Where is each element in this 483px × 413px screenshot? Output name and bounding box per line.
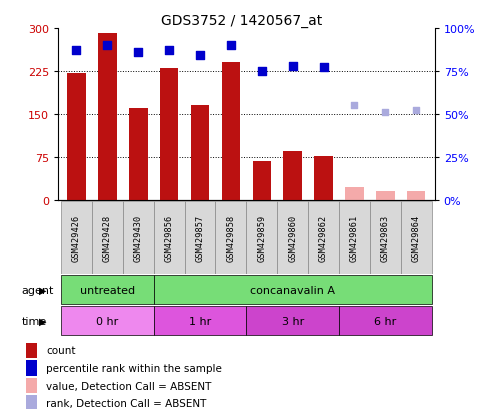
- Text: GSM429426: GSM429426: [72, 215, 81, 262]
- Bar: [61, 202, 92, 275]
- Bar: [370, 202, 401, 275]
- Text: concanavalin A: concanavalin A: [250, 285, 335, 295]
- Bar: [154, 306, 246, 336]
- Point: [72, 48, 80, 55]
- Text: GSM429859: GSM429859: [257, 215, 266, 262]
- Bar: [246, 202, 277, 275]
- Text: count: count: [46, 346, 75, 356]
- Text: time: time: [22, 316, 47, 326]
- Bar: [61, 275, 154, 305]
- Text: ▶: ▶: [39, 285, 46, 295]
- Point: [165, 48, 173, 55]
- Text: GSM429860: GSM429860: [288, 215, 297, 262]
- Bar: [67, 74, 86, 200]
- Text: GSM429430: GSM429430: [134, 215, 143, 262]
- Text: GSM429861: GSM429861: [350, 215, 359, 262]
- Bar: [191, 106, 209, 200]
- Point: [412, 108, 420, 114]
- Bar: [154, 202, 185, 275]
- Text: untreated: untreated: [80, 285, 135, 295]
- Bar: [339, 306, 432, 336]
- Bar: [401, 202, 432, 275]
- Text: rank, Detection Call = ABSENT: rank, Detection Call = ABSENT: [46, 398, 206, 408]
- Bar: [26, 378, 37, 394]
- Text: 0 hr: 0 hr: [96, 316, 118, 326]
- Bar: [308, 202, 339, 275]
- Text: GSM429864: GSM429864: [412, 215, 421, 262]
- Point: [134, 50, 142, 56]
- Bar: [407, 192, 426, 200]
- Text: GSM429856: GSM429856: [165, 215, 173, 262]
- Bar: [222, 63, 240, 200]
- Point: [351, 103, 358, 109]
- Text: agent: agent: [22, 285, 54, 295]
- Point: [258, 69, 266, 75]
- Bar: [61, 306, 154, 336]
- Point: [289, 63, 297, 70]
- Bar: [185, 202, 215, 275]
- Point: [196, 53, 204, 59]
- Bar: [376, 192, 395, 200]
- Bar: [98, 33, 116, 200]
- Bar: [26, 396, 37, 411]
- Point: [227, 43, 235, 49]
- Bar: [345, 188, 364, 200]
- Text: 3 hr: 3 hr: [282, 316, 304, 326]
- Bar: [92, 202, 123, 275]
- Text: GDS3752 / 1420567_at: GDS3752 / 1420567_at: [161, 14, 322, 28]
- Text: GSM429858: GSM429858: [227, 215, 235, 262]
- Bar: [123, 202, 154, 275]
- Text: GSM429863: GSM429863: [381, 215, 390, 262]
- Bar: [339, 202, 370, 275]
- Bar: [129, 109, 147, 200]
- Point: [382, 109, 389, 116]
- Text: GSM429857: GSM429857: [196, 215, 204, 262]
- Text: percentile rank within the sample: percentile rank within the sample: [46, 363, 222, 373]
- Text: 6 hr: 6 hr: [374, 316, 397, 326]
- Bar: [160, 69, 178, 200]
- Text: 1 hr: 1 hr: [189, 316, 211, 326]
- Text: ▶: ▶: [39, 316, 46, 326]
- Point: [103, 43, 111, 49]
- Bar: [253, 161, 271, 200]
- Bar: [154, 275, 432, 305]
- Text: GSM429428: GSM429428: [103, 215, 112, 262]
- Text: GSM429862: GSM429862: [319, 215, 328, 262]
- Bar: [277, 202, 308, 275]
- Bar: [26, 343, 37, 358]
- Point: [320, 65, 327, 71]
- Bar: [26, 361, 37, 376]
- Bar: [314, 156, 333, 200]
- Bar: [246, 306, 339, 336]
- Bar: [215, 202, 246, 275]
- Bar: [284, 152, 302, 200]
- Text: value, Detection Call = ABSENT: value, Detection Call = ABSENT: [46, 381, 212, 391]
